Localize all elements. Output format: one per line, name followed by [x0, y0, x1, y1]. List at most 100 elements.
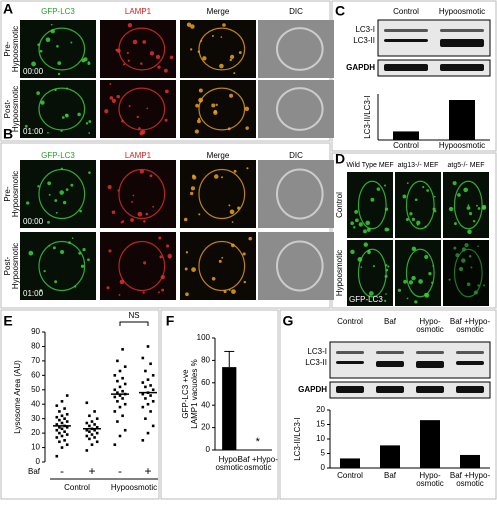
puncta	[149, 174, 153, 178]
puncta	[106, 286, 110, 290]
puncta	[411, 246, 417, 251]
puncta	[55, 211, 58, 214]
data-point	[151, 424, 155, 428]
puncta	[215, 103, 218, 106]
puncta	[467, 204, 470, 207]
row-label: Hypoosmotic	[11, 86, 20, 132]
puncta	[28, 250, 34, 256]
data-point	[90, 433, 94, 436]
row-label: Hypoosmotic	[11, 243, 20, 289]
micrograph	[443, 172, 489, 238]
puncta	[50, 23, 53, 26]
data-point	[95, 440, 99, 444]
row-label: Pre-	[3, 186, 12, 201]
puncta	[192, 174, 196, 178]
x-tick-label: osmotic	[244, 463, 272, 472]
data-point	[55, 404, 59, 407]
puncta	[244, 106, 250, 112]
micrograph	[180, 80, 256, 138]
puncta	[405, 217, 409, 222]
bar	[340, 458, 360, 468]
data-point	[55, 436, 59, 439]
x-tick-label: +	[144, 464, 151, 478]
puncta	[372, 265, 375, 268]
data-point	[88, 437, 91, 441]
puncta	[128, 105, 131, 108]
puncta	[195, 103, 199, 108]
column-header: LAMP1	[125, 151, 152, 160]
puncta	[370, 197, 375, 202]
puncta	[183, 217, 188, 222]
puncta	[458, 266, 464, 272]
cell-outline	[276, 27, 324, 71]
puncta	[155, 54, 161, 60]
row-label: Post-	[3, 99, 12, 118]
annotation: *	[256, 436, 261, 448]
cell-outline	[38, 240, 86, 292]
puncta	[477, 245, 479, 248]
puncta	[455, 253, 460, 258]
puncta	[219, 63, 224, 69]
data-point	[116, 400, 119, 403]
data-point	[85, 434, 89, 438]
puncta	[357, 257, 363, 262]
puncta	[139, 169, 144, 174]
column-header: Wild Type MEF	[346, 162, 393, 169]
band-label: LC3-I	[307, 347, 327, 356]
puncta	[211, 277, 216, 281]
puncta	[220, 36, 223, 38]
band	[336, 351, 364, 354]
puncta	[108, 249, 112, 253]
treatment-label: Baf	[28, 467, 41, 476]
puncta	[190, 48, 193, 51]
puncta	[117, 189, 120, 192]
y-tick-label: 50	[31, 385, 40, 394]
data-point	[149, 362, 152, 366]
puncta	[472, 219, 476, 223]
puncta	[158, 291, 160, 294]
puncta	[127, 23, 133, 28]
puncta	[130, 218, 134, 222]
puncta	[384, 227, 389, 232]
bar	[460, 454, 480, 468]
timestamp: 01:00	[23, 127, 44, 136]
puncta	[233, 169, 237, 173]
data-point	[113, 374, 117, 377]
cell-outline	[38, 27, 86, 71]
data-point	[116, 391, 119, 394]
row-label: Pre-	[3, 41, 12, 56]
band-label: GAPDH	[298, 385, 327, 394]
data-point	[146, 378, 150, 381]
data-point	[146, 402, 150, 406]
puncta	[48, 193, 51, 196]
puncta	[184, 267, 188, 271]
puncta	[74, 285, 77, 288]
band	[416, 361, 444, 368]
column-header: DIC	[289, 151, 303, 160]
panel-letter: E	[3, 313, 12, 329]
lane-label: osmotic	[416, 325, 444, 334]
column-header: Merge	[207, 151, 230, 160]
y-tick-label: 60	[31, 370, 40, 379]
data-point	[65, 420, 69, 423]
puncta	[223, 290, 227, 294]
row-label: Control	[335, 192, 344, 218]
data-point	[141, 392, 145, 396]
x-tick-label: Baf	[384, 471, 397, 480]
y-tick-label: 30	[31, 414, 40, 423]
puncta	[111, 98, 116, 103]
puncta	[355, 218, 359, 223]
puncta	[385, 264, 388, 267]
x-tick-label: Baf +Hypo-	[238, 455, 279, 464]
puncta	[457, 193, 461, 197]
puncta	[422, 185, 425, 189]
lane-label: Control	[393, 7, 419, 16]
y-axis-label: LC3-II/LC3-I	[363, 95, 372, 139]
puncta	[397, 288, 402, 292]
band	[384, 64, 428, 71]
puncta	[190, 186, 195, 191]
puncta	[411, 275, 416, 281]
puncta	[246, 167, 249, 170]
data-point	[65, 426, 69, 429]
micrograph	[258, 160, 334, 228]
